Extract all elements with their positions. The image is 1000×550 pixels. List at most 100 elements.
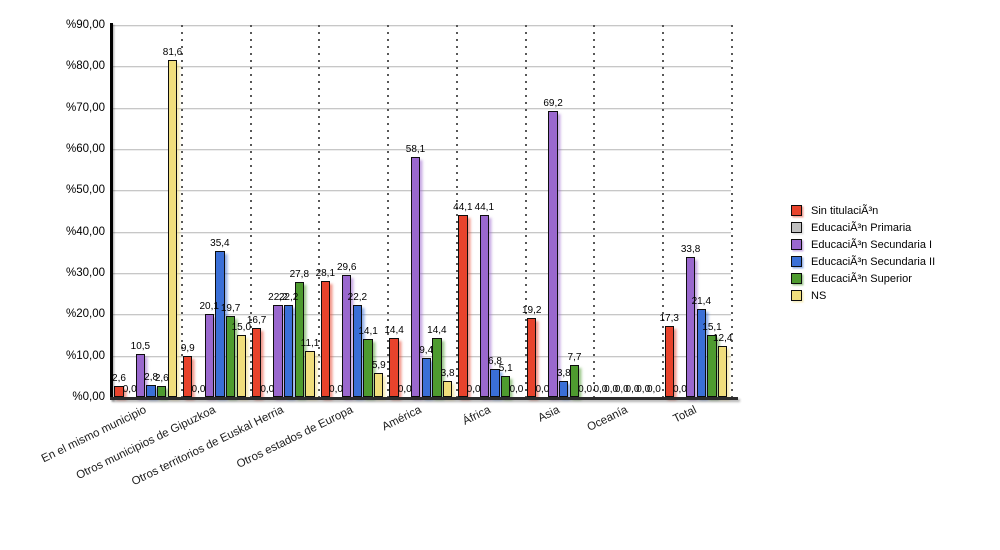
bar-educaciã³n-superior: [501, 375, 511, 397]
legend-color-swatch: [791, 222, 802, 233]
y-axis-tick-label: %60,00: [65, 143, 105, 155]
bar-educaciã³n-secundaria-ii: [421, 358, 431, 397]
legend-item: EducaciÃ³n Secundaria II: [791, 253, 935, 270]
y-axis-tick-label: %80,00: [65, 60, 105, 73]
bar-value-label: 21,4: [691, 295, 712, 307]
vertical-gridline: [387, 25, 390, 397]
bar-value-label: 5,1: [498, 362, 513, 374]
bar-ns: [236, 335, 246, 397]
legend-color-swatch: [791, 256, 802, 267]
bar-value-label: 28,1: [315, 267, 336, 279]
horizontal-gridline: [112, 355, 731, 357]
bar-value-label: 0,0: [466, 384, 481, 395]
bar-educaciã³n-secundaria-ii: [215, 250, 225, 397]
horizontal-gridline: [112, 273, 731, 274]
bar-value-label: 0,0: [260, 384, 275, 395]
bar-value-label: 10,5: [130, 340, 151, 352]
legend-label: EducaciÃ³n Secundaria II: [811, 255, 936, 268]
bar-value-label: 0,0: [535, 384, 550, 395]
bar-value-label: 11,1: [300, 338, 320, 350]
y-axis-tick-label: %20,00: [65, 308, 105, 321]
x-axis-category-label: Oceanía: [585, 404, 631, 434]
legend-color-swatch: [791, 239, 802, 250]
bar-educaciã³n-secundaria-ii: [352, 305, 363, 397]
horizontal-gridline: [112, 25, 731, 26]
y-axis-tick-label: %70,00: [65, 101, 105, 114]
bar-value-label: 14,4: [427, 324, 447, 336]
bar-educaciã³n-secundaria-i: [410, 156, 421, 397]
x-axis-line: [109, 397, 738, 400]
bar-value-label: 5,9: [371, 359, 386, 371]
bar-value-label: 0,0: [191, 384, 206, 395]
bar-value-label: 22,2: [278, 292, 299, 304]
bar-educaciã³n-secundaria-i: [479, 214, 489, 397]
legend-color-swatch: [791, 205, 802, 216]
legend-item: EducaciÃ³n Superior: [791, 270, 935, 287]
horizontal-gridline: [112, 66, 731, 68]
bar-educaciã³n-secundaria-ii: [490, 368, 500, 397]
bar-value-label: 15,0: [231, 322, 252, 333]
bar-value-label: 29,6: [336, 261, 357, 273]
x-axis-category-label: Otros estados de Europa: [234, 404, 355, 471]
legend-color-swatch: [791, 290, 802, 301]
bar-sin-titulaciã³n: [183, 356, 193, 397]
bar-sin-titulaciã³n: [251, 328, 262, 397]
legend-item: NS: [791, 287, 935, 304]
bar-value-label: 9,9: [180, 343, 195, 355]
y-axis-tick-label: %40,00: [65, 225, 105, 238]
bar-educaciã³n-superior: [157, 386, 167, 397]
bar-educaciã³n-secundaria-i: [135, 353, 146, 397]
bar-value-label: 33,8: [680, 244, 701, 256]
legend-label: EducaciÃ³n Secundaria I: [811, 238, 933, 251]
bar-educaciã³n-secundaria-ii: [696, 308, 706, 397]
x-axis-category-label: África: [460, 404, 493, 428]
legend-label: Sin titulaciÃ³n: [811, 204, 879, 217]
bar-educaciã³n-superior: [225, 315, 236, 397]
bar-value-label: 15,1: [702, 321, 722, 333]
bar-value-label: 3,8: [556, 368, 571, 380]
bar-educaciã³n-secundaria-i: [685, 257, 696, 397]
legend-label: EducaciÃ³n Superior: [811, 272, 912, 285]
bar-value-label: 12,4: [712, 332, 733, 344]
bar-value-label: 16,7: [246, 315, 267, 326]
bar-value-label: 17,3: [659, 312, 679, 324]
y-axis-tick-label: %10,00: [65, 349, 105, 362]
legend-item: Sin titulaciÃ³n: [791, 202, 935, 219]
legend-label: EducaciÃ³n Primaria: [811, 221, 912, 234]
bar-educaciã³n-superior: [294, 282, 304, 397]
legend-label: NS: [811, 289, 827, 302]
bar-ns: [718, 345, 728, 397]
bar-value-label: 0,0: [636, 384, 651, 395]
bar-value-label: 2,6: [112, 373, 126, 385]
legend-item: EducaciÃ³n Primaria: [791, 219, 935, 236]
y-axis-tick-label: %30,00: [65, 267, 105, 279]
bar-value-label: 58,1: [405, 143, 426, 155]
bar-value-label: 2,6: [154, 373, 169, 385]
bar-value-label: 19,7: [220, 302, 241, 314]
vertical-gridline: [249, 25, 252, 397]
vertical-gridline: [731, 25, 733, 397]
bar-educaciã³n-superior: [707, 334, 717, 397]
bar-value-label: 14,4: [384, 324, 404, 336]
bar-value-label: 6,8: [488, 355, 502, 367]
bar-sin-titulaciã³n: [114, 386, 124, 397]
bar-value-label: 22,2: [268, 292, 288, 304]
horizontal-gridline: [112, 314, 731, 316]
x-axis-category-label: Asia: [535, 404, 562, 425]
bar-value-label: 2,8: [144, 372, 159, 384]
bar-educaciã³n-secundaria-i: [342, 274, 352, 397]
bar-value-label: 0,0: [625, 384, 640, 395]
bar-sin-titulaciã³n: [320, 280, 330, 397]
bar-value-label: 35,4: [210, 237, 230, 249]
y-axis-tick-label: %50,00: [65, 184, 105, 197]
bar-value-label: 0,0: [578, 384, 593, 395]
legend: Sin titulaciÃ³n EducaciÃ³n Primaria Educac…: [791, 202, 935, 304]
horizontal-gridline: [112, 149, 731, 150]
bar-ns: [442, 381, 453, 397]
bar-value-label: 0,0: [122, 384, 137, 395]
bar-value-label: 20,1: [199, 300, 219, 312]
bar-sin-titulaciã³n: [389, 337, 399, 397]
bar-value-label: 22,2: [347, 292, 368, 304]
legend-color-swatch: [791, 273, 802, 284]
y-axis-tick-label: %0,00: [72, 391, 105, 403]
